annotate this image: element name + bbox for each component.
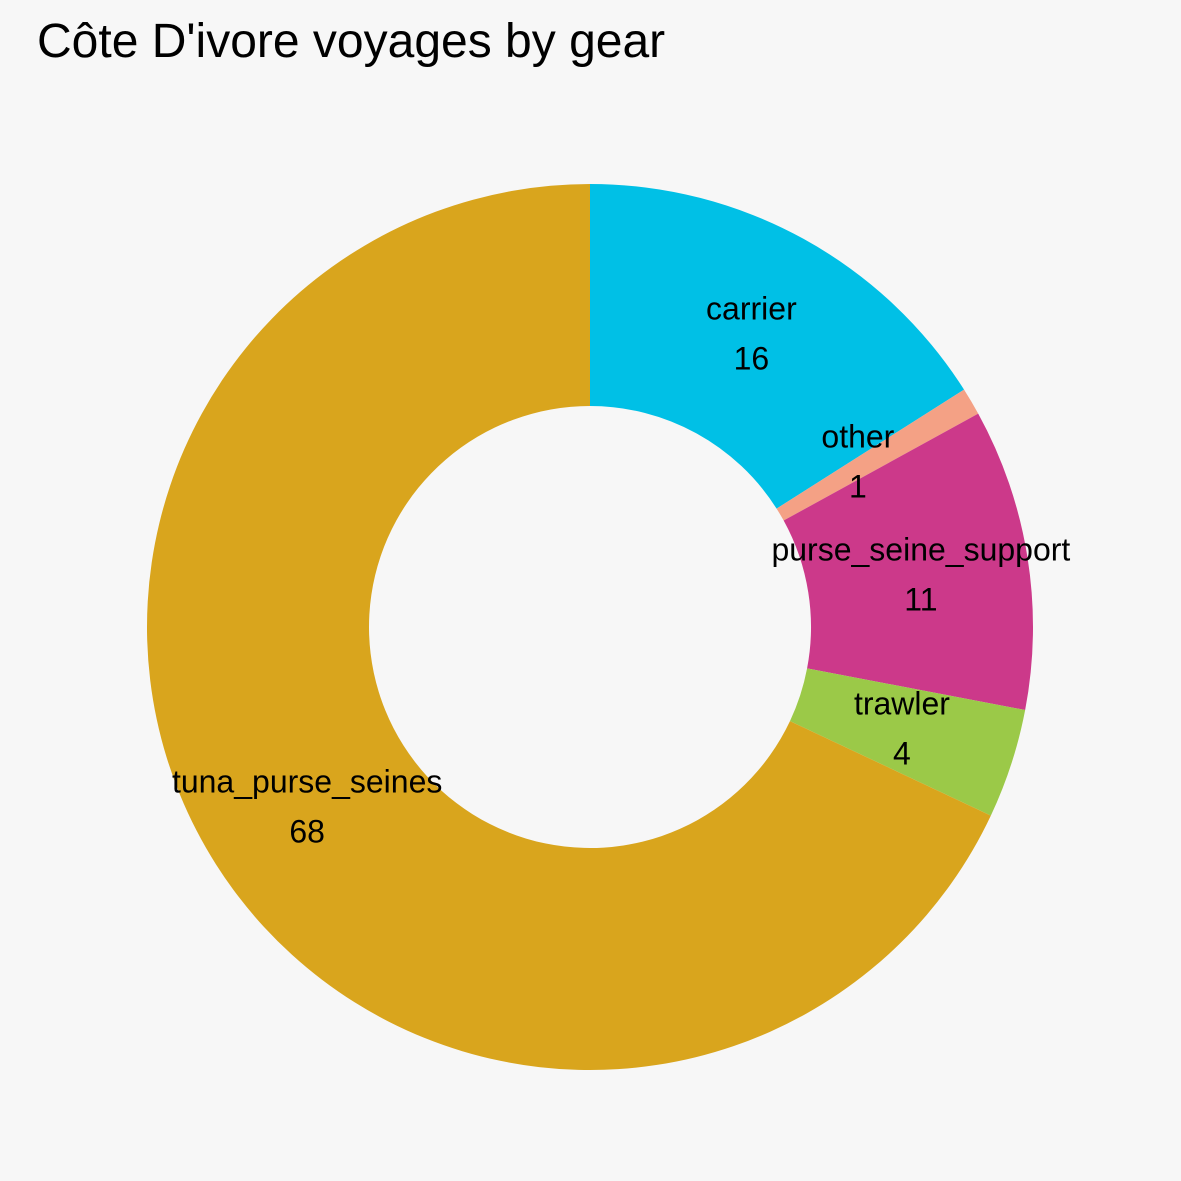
slice-other bbox=[776, 389, 979, 521]
slice-value-tuna-purse-seines: 68 bbox=[289, 814, 325, 850]
slice-label-trawler: trawler bbox=[854, 685, 950, 721]
slice-carrier bbox=[590, 184, 965, 509]
slice-value-purse-seine-support: 11 bbox=[904, 582, 937, 618]
slice-trawler bbox=[789, 668, 1026, 816]
slice-value-carrier: 16 bbox=[734, 340, 770, 376]
slice-tuna-purse-seines bbox=[147, 184, 991, 1070]
slice-purse-seine-support bbox=[783, 413, 1033, 711]
chart-title: Côte D'ivore voyages by gear bbox=[37, 15, 666, 68]
slice-label-carrier: carrier bbox=[706, 290, 797, 326]
slice-label-other: other bbox=[821, 418, 894, 454]
slice-value-other: 1 bbox=[849, 468, 867, 504]
slice-value-trawler: 4 bbox=[893, 735, 911, 771]
slice-label-purse-seine-support: purse_seine_support bbox=[771, 532, 1070, 568]
slice-label-tuna-purse-seines: tuna_purse_seines bbox=[172, 764, 442, 800]
